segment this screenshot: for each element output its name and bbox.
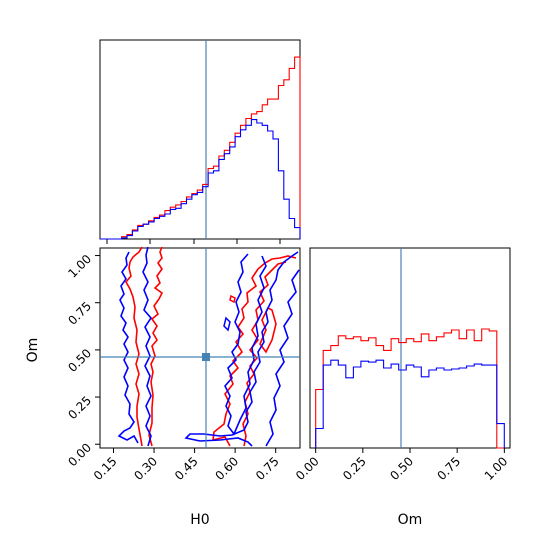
contour-blue-right-outer: [184, 251, 299, 447]
x-axis-label-h0: H0: [190, 512, 209, 528]
contour-blue-right-inner: [224, 253, 267, 436]
contour-y-tick-label: 0.25: [65, 393, 94, 422]
contour-y-tick-label: 0.75: [65, 299, 94, 328]
contour-y-tick-label: 0.00: [65, 440, 94, 469]
contour-red-fragment: [229, 294, 236, 304]
contour-y-tick-label: 0.50: [65, 346, 94, 375]
contour-y-tick-label: 1.00: [65, 252, 94, 281]
x-axis-label-om: Om: [398, 512, 423, 528]
contour-red-right-core: [259, 306, 277, 354]
contour-red-right-outer: [212, 255, 297, 447]
om-x-tick-label: 0.00: [293, 454, 322, 483]
om-x-tick-label: 0.75: [434, 454, 463, 483]
h0-marginal-panel: [99, 39, 301, 244]
om-marginal-frame: [309, 247, 511, 449]
contour-truth-marker: [202, 353, 210, 361]
h0-om-contour-panel: 0.15 0.30 0.45 0.60 0.75 0.00 0.25 0.50 0.75 1.0…: [25, 246, 301, 528]
om-x-tick-label: 0.25: [340, 454, 369, 483]
histogram-series-1: [100, 119, 301, 240]
contour-red-right-inner: [242, 261, 287, 447]
om-x-tick-label: 1.00: [482, 454, 511, 483]
contour-blue-right-far: [265, 269, 300, 447]
om-x-tick-label: 0.50: [387, 454, 416, 483]
contour-x-tick-label: 0.45: [172, 454, 201, 483]
contour-x-tick-label: 0.60: [212, 454, 241, 483]
y-axis-label-om: Om: [25, 338, 41, 363]
h0-marginal-frame: [99, 39, 301, 240]
histogram-series-0: [100, 56, 301, 240]
contour-frame: [99, 247, 301, 449]
contour-red-left-inner: [148, 246, 164, 447]
om-marginal-panel: 0.00 0.25 0.50 0.75 1.00 Om: [293, 247, 511, 528]
histogram-series-1: [315, 359, 505, 448]
contour-x-tick-label: 0.30: [131, 454, 160, 483]
contour-red-left-outer: [125, 246, 143, 447]
contour-x-tick-label: 0.75: [253, 454, 282, 483]
contour-x-tick-label: 0.15: [91, 454, 120, 483]
histogram-series-0: [315, 328, 505, 449]
contour-blue-fragment: [223, 316, 231, 332]
contour-blue-left-outer: [117, 251, 139, 444]
contour-blue-left-inner: [142, 246, 153, 447]
